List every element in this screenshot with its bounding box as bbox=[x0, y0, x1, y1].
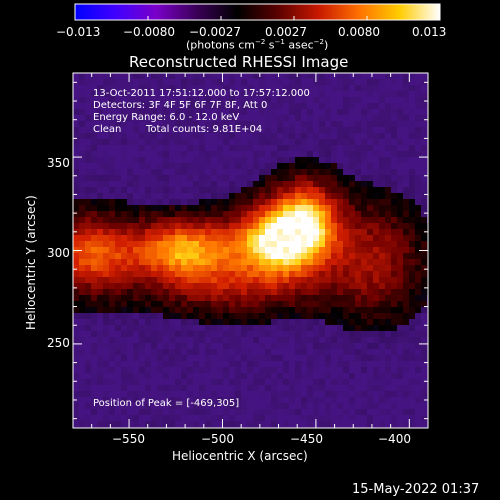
total-counts-label: Total counts: 9.81E+04 bbox=[146, 124, 263, 135]
energy-range-label: Energy Range: 6.0 - 12.0 keV bbox=[93, 112, 240, 123]
x-axis-label: Heliocentric X (arcsec) bbox=[172, 449, 308, 463]
colorbar-frame bbox=[74, 3, 441, 21]
x-tick-label: −450 bbox=[290, 432, 323, 446]
x-tick-label: −400 bbox=[378, 432, 411, 446]
detectors-label: Detectors: 3F 4F 5F 6F 7F 8F, Att 0 bbox=[93, 100, 268, 111]
colorbar-tick-label: −0.0080 bbox=[123, 25, 176, 39]
colorbar-units: (photons cm−2 s−1 asec−2) bbox=[186, 38, 329, 52]
colorbar-tick-label: 0.013 bbox=[412, 25, 447, 39]
x-tick-label: −500 bbox=[201, 432, 234, 446]
y-axis-label: Heliocentric Y (arcsec) bbox=[24, 195, 38, 330]
y-tick-label: 250 bbox=[47, 336, 70, 350]
colorbar-tick-label: −0.0027 bbox=[189, 25, 242, 39]
peak-position-label: Position of Peak = [-469,305] bbox=[93, 398, 240, 409]
clean-label: Clean bbox=[93, 124, 122, 135]
timestamp-label: 15-May-2022 01:37 bbox=[352, 482, 480, 497]
y-tick-label: 300 bbox=[47, 246, 70, 260]
colorbar-tick-label: 0.0027 bbox=[265, 25, 307, 39]
time-range-label: 13-Oct-2011 17:51:12.000 to 17:57:12.000 bbox=[93, 88, 310, 99]
x-tick-label: −550 bbox=[112, 432, 145, 446]
colorbar bbox=[75, 4, 440, 20]
colorbar-tick-label: −0.013 bbox=[56, 25, 101, 39]
plot-title: Reconstructed RHESSI Image bbox=[129, 53, 349, 71]
colorbar-tick-label: 0.0080 bbox=[338, 25, 380, 39]
y-tick-label: 350 bbox=[47, 156, 70, 170]
heatmap-image bbox=[73, 73, 428, 428]
